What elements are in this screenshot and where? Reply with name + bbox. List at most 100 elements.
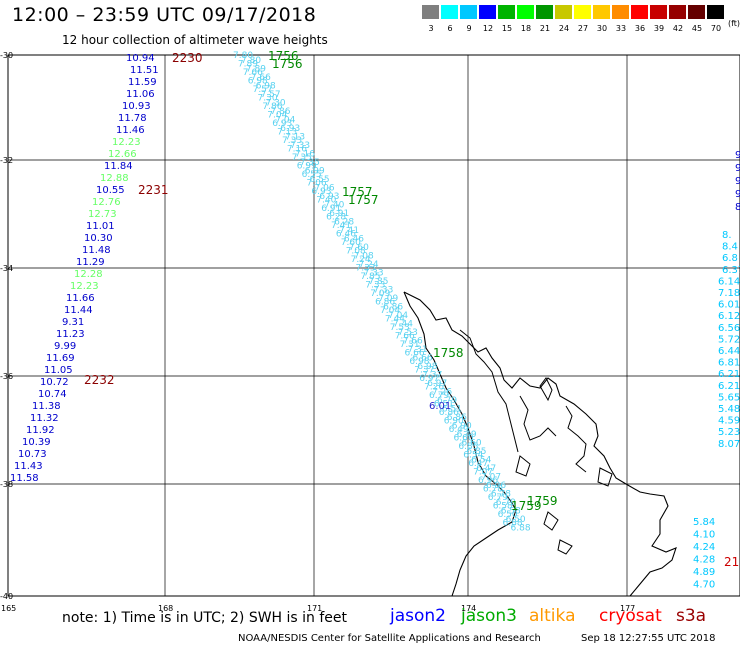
pass-time-label: 21	[724, 555, 739, 569]
diagonal-track-reading: 7.66	[251, 73, 271, 83]
coastline-detail	[565, 405, 587, 473]
wave-height-reading: 5.23	[718, 427, 740, 438]
diagonal-track-reading: 7.13	[285, 133, 305, 143]
axis-labels: -30 -32 -34 -36 -38 -40 165 168 171 174 177	[0, 51, 635, 613]
diagonal-track-reading: 7.80	[233, 51, 253, 61]
diagonal-track-reading: 6.79	[429, 391, 449, 401]
longitude-label: 168	[158, 604, 173, 613]
legend-label: 42	[672, 24, 684, 33]
diagonal-track-reading: 7.16	[295, 150, 315, 160]
diagonal-track-reading: 7.35	[292, 153, 312, 163]
wave-height-reading: 10.55	[96, 185, 125, 196]
diagonal-track-reading: 6.60	[454, 434, 474, 444]
wave-height-reading: 6.44	[718, 346, 740, 357]
wave-height-reading: 11.78	[118, 113, 147, 124]
diagonal-track-reading: 6.96	[478, 476, 498, 486]
wave-height-reading: 11.92	[26, 425, 55, 436]
diagonal-track-reading: 7.86	[262, 102, 282, 112]
legend-label: 45	[691, 24, 703, 33]
diagonal-track-reading: 7.53	[390, 323, 410, 333]
diagonal-track-reading: 6.98	[409, 357, 429, 367]
legend-label: 6	[447, 24, 453, 33]
map-subtitle: 12 hour collection of altimeter wave hei…	[62, 33, 328, 47]
diagonal-track-reading: 6.54	[463, 451, 483, 461]
legend-swatch	[650, 5, 667, 19]
wave-height-reading: 4.59	[718, 416, 740, 427]
wave-height-reading: 10.74	[38, 389, 67, 400]
wave-height-reading: 9	[735, 176, 740, 187]
diagonal-track-reading: 7.41	[339, 226, 359, 236]
wave-height-reading: 11.05	[44, 365, 73, 376]
diagonal-track-reading: 7.16	[287, 145, 307, 155]
map-frame	[7, 54, 740, 597]
pass-time-label: 2231	[138, 183, 169, 197]
wave-height-reading: 11.29	[76, 257, 105, 268]
latitude-label: -34	[0, 264, 13, 273]
diagonal-track-reading: 6.55	[310, 175, 330, 185]
wave-height-reading: 10.73	[18, 449, 47, 460]
latitude-label: -30	[0, 51, 13, 60]
diagonal-track-reading: 7.07	[481, 473, 501, 483]
legend-label: 36	[634, 24, 646, 33]
diagonal-track-reading: 7.40	[316, 196, 336, 206]
longitude-label: 171	[307, 604, 322, 613]
diagonal-track-reading: 6.85	[466, 447, 486, 457]
diagonal-track-reading: 6.51	[442, 405, 462, 415]
diagonal-track-reading: 7.57	[261, 90, 281, 100]
diagonal-track-reading: 6.93	[272, 119, 292, 129]
diagonal-track-reading: 6.98	[417, 362, 437, 372]
diagonal-track-reading: 7.33	[365, 281, 385, 291]
wave-height-reading: 4.10	[693, 530, 715, 541]
wave-height-reading: 11.46	[116, 125, 145, 136]
diagonal-track-reading: 6.90	[444, 417, 464, 427]
diagonal-track-reading: 6.58	[493, 502, 513, 512]
legend-swatch	[688, 5, 705, 19]
legend-label: 70	[710, 24, 722, 33]
legend-s3a: s3a	[676, 606, 707, 626]
diagonal-track-reading: 6.86	[375, 298, 395, 308]
legend-unit: (ft)	[728, 19, 740, 28]
wave-height-reading: 7.18	[718, 288, 740, 299]
legend-label: 33	[615, 24, 627, 33]
coastline-detail	[519, 395, 557, 441]
wave-height-reading: 11.44	[64, 305, 93, 316]
wave-height-reading: 4.70	[693, 580, 715, 591]
latitude-label: -36	[0, 372, 13, 381]
wave-height-reading: 4.24	[693, 542, 715, 553]
diagonal-track-reading: 6.88	[511, 524, 531, 534]
diagonal-track-reading: 6.78	[491, 490, 511, 500]
wave-height-reading: 12.23	[70, 281, 99, 292]
diagonal-track-reading: 7.04	[388, 311, 408, 321]
wave-height-reading: 9.	[735, 189, 740, 200]
diagonal-track-reading: 7.37	[422, 371, 442, 381]
diagonal-track-reading: 7.06	[307, 179, 327, 189]
diagonal-track-reading: 7.13	[277, 128, 297, 138]
coastline-detail	[597, 467, 613, 487]
diagonal-track-reading: 6.79	[488, 493, 508, 503]
coastline-detail	[557, 539, 573, 555]
diagonal-track-reading: 6.97	[419, 374, 439, 384]
diagonal-track-reading: 6.60	[462, 439, 482, 449]
diagonal-track-reading: 6.55	[302, 170, 322, 180]
wave-height-reading: 11.38	[32, 401, 61, 412]
pass-time-label: 1759	[527, 494, 558, 508]
diagonal-track-reading: 6.86	[447, 413, 467, 423]
coastline-detail	[543, 511, 559, 531]
diagonal-track-reading: 7.08	[346, 247, 366, 257]
diagonal-track-reading: 7.57	[253, 85, 273, 95]
legend-swatch	[422, 5, 439, 19]
legend-swatch	[517, 5, 534, 19]
diagonal-track-reading: 7.44	[393, 320, 413, 330]
wave-height-reading: 11.06	[126, 89, 155, 100]
wave-height-reading: 8.	[735, 202, 740, 213]
diagonal-track-reading: 6.50	[506, 515, 526, 525]
wave-height-reading: 12.76	[92, 197, 121, 208]
diagonal-track-reading: 7.31	[408, 345, 428, 355]
wave-height-reading: 10.39	[22, 437, 51, 448]
diagonal-track-reading: 7.41	[331, 221, 351, 231]
diagonal-track-reading: 6.99	[297, 162, 317, 172]
diagonal-track-reading: 7.33	[282, 136, 302, 146]
diagonal-track-reading: 7.33	[373, 286, 393, 296]
diagonal-track-reading: 6.46	[344, 235, 364, 245]
legend-swatch	[631, 5, 648, 19]
